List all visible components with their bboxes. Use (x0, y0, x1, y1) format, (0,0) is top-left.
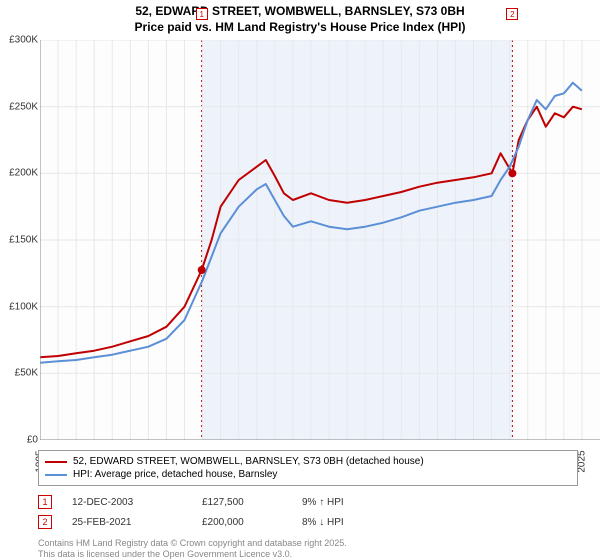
legend-swatch (45, 461, 67, 463)
y-axis-tick-label: £150K (9, 235, 38, 246)
annotation-pct: 8% ↓ HPI (302, 517, 382, 528)
chart-marker-label: 1 (196, 8, 208, 20)
title-line-2: Price paid vs. HM Land Registry's House … (0, 20, 600, 36)
legend-box: 52, EDWARD STREET, WOMBWELL, BARNSLEY, S… (38, 450, 578, 486)
chart-area: £0£50K£100K£150K£200K£250K£300K199519961… (40, 40, 600, 440)
y-axis-tick-label: £250K (9, 101, 38, 112)
y-axis-tick-label: £100K (9, 301, 38, 312)
annotation-badge: 2 (38, 515, 52, 529)
copyright-line-1: Contains HM Land Registry data © Crown c… (38, 538, 578, 549)
copyright-line-2: This data is licensed under the Open Gov… (38, 549, 578, 560)
annotation-date: 12-DEC-2003 (72, 497, 182, 508)
annotation-date: 25-FEB-2021 (72, 517, 182, 528)
annotation-pct: 9% ↑ HPI (302, 497, 382, 508)
legend-row: 52, EDWARD STREET, WOMBWELL, BARNSLEY, S… (45, 455, 571, 468)
legend-row: HPI: Average price, detached house, Barn… (45, 468, 571, 481)
annotation-table: 1 12-DEC-2003 £127,500 9% ↑ HPI 2 25-FEB-2021… (38, 492, 578, 532)
y-axis-tick-label: £50K (15, 368, 38, 379)
x-axis-tick-label: 2025 (576, 450, 587, 474)
annotation-price: £200,000 (202, 517, 282, 528)
chart-footer: 52, EDWARD STREET, WOMBWELL, BARNSLEY, S… (38, 450, 578, 560)
legend-swatch (45, 474, 67, 476)
annotation-badge: 1 (38, 495, 52, 509)
y-axis-tick-label: £300K (9, 35, 38, 46)
y-axis-tick-label: £200K (9, 168, 38, 179)
legend-text: HPI: Average price, detached house, Barn… (73, 469, 277, 480)
chart-marker-label: 2 (506, 8, 518, 20)
annotation-row: 1 12-DEC-2003 £127,500 9% ↑ HPI (38, 492, 578, 512)
y-axis-tick-label: £0 (27, 435, 38, 446)
legend-text: 52, EDWARD STREET, WOMBWELL, BARNSLEY, S… (73, 456, 424, 467)
chart-plot (40, 40, 600, 440)
annotation-row: 2 25-FEB-2021 £200,000 8% ↓ HPI (38, 512, 578, 532)
annotation-price: £127,500 (202, 497, 282, 508)
copyright-text: Contains HM Land Registry data © Crown c… (38, 538, 578, 560)
